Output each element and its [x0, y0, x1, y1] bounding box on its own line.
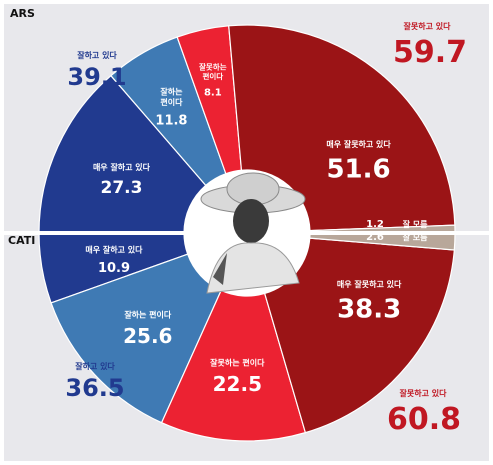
label-ars-somewhat-negative: 잘못하는 — [199, 61, 227, 71]
portrait-figure — [200, 172, 306, 294]
value-cati-dont-know: 2.6 — [366, 232, 384, 243]
face-shape — [233, 199, 269, 243]
total-label-cati-negative: 잘못하고 있다 — [400, 388, 448, 398]
total-label-cati-positive: 잘하고 있다 — [75, 361, 115, 371]
total-value-cati-positive: 36.5 — [65, 374, 124, 402]
label-cati-dont-know: 잘 모름 — [403, 232, 429, 242]
label-ars-somewhat-negative: 편이다 — [202, 71, 223, 81]
label-cati-somewhat-negative: 잘못하는 편이다 — [210, 357, 265, 367]
value-ars-dont-know: 1.2 — [366, 219, 384, 230]
total-label-ars-positive: 잘하고 있다 — [77, 50, 117, 60]
total-value-ars-positive: 39.1 — [67, 63, 126, 91]
label-cati-somewhat-positive: 잘하는 편이다 — [124, 309, 172, 319]
label-ars-very-positive: 매우 잘하고 있다 — [93, 162, 151, 172]
shirt-shape — [206, 242, 300, 294]
value-cati-somewhat-positive: 25.6 — [123, 324, 172, 348]
total-value-ars-negative: 59.7 — [393, 35, 467, 70]
label-cati-very-positive: 매우 잘하고 있다 — [85, 244, 143, 254]
value-ars-very-positive: 27.3 — [101, 178, 143, 198]
method-label-ars: ARS — [10, 7, 35, 20]
value-cati-very-negative: 38.3 — [337, 295, 401, 325]
label-ars-dont-know: 잘 모름 — [403, 219, 429, 229]
label-ars-somewhat-positive: 편이다 — [160, 97, 183, 107]
total-label-ars-negative: 잘못하고 있다 — [404, 21, 452, 31]
value-ars-somewhat-negative: 8.1 — [204, 87, 222, 98]
value-ars-very-negative: 51.6 — [326, 154, 390, 184]
value-cati-somewhat-negative: 22.5 — [213, 372, 262, 396]
slice-ars-very-positive — [38, 74, 207, 234]
label-ars-somewhat-positive: 잘하는 — [160, 87, 183, 97]
method-label-cati: CATI — [8, 234, 35, 247]
value-cati-very-positive: 10.9 — [98, 261, 130, 276]
hand-shape — [213, 253, 227, 285]
total-value-cati-negative: 60.8 — [387, 402, 461, 437]
label-ars-very-negative: 매우 잘못하고 있다 — [326, 139, 391, 149]
label-cati-very-negative: 매우 잘못하고 있다 — [337, 279, 402, 289]
value-ars-somewhat-positive: 11.8 — [155, 113, 187, 128]
